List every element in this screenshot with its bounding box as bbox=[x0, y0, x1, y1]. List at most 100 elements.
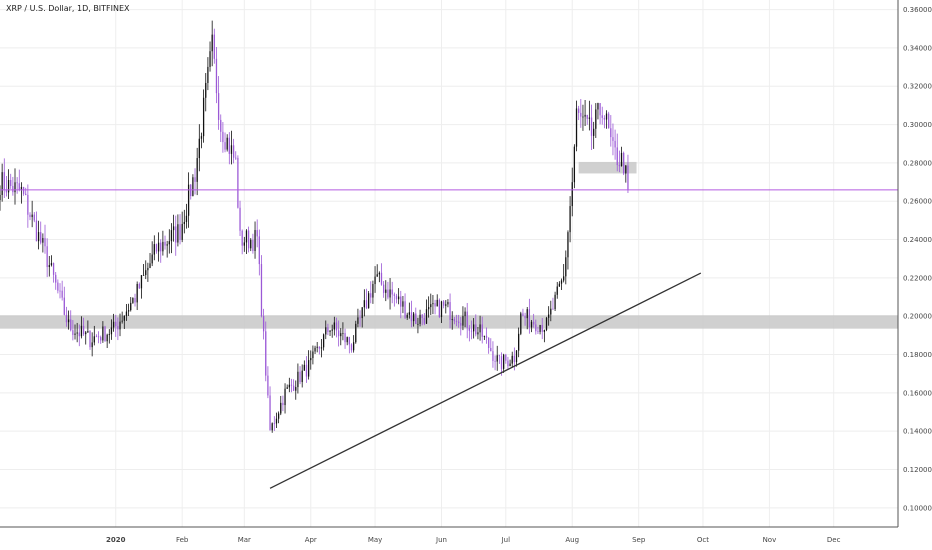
candle-body bbox=[507, 360, 509, 367]
candle-body bbox=[170, 230, 173, 242]
candle-body bbox=[61, 290, 63, 298]
y-tick-label: 0.34000 bbox=[903, 44, 932, 52]
candle-body bbox=[382, 284, 385, 293]
candle-body bbox=[423, 318, 425, 324]
price-axis-background bbox=[899, 0, 932, 527]
candle-body bbox=[50, 263, 53, 266]
candle-body bbox=[93, 336, 95, 343]
candle-body bbox=[74, 333, 76, 335]
candle-body bbox=[417, 323, 419, 325]
candle-body bbox=[151, 254, 153, 264]
candle-body bbox=[488, 337, 490, 348]
candle-body bbox=[138, 283, 140, 289]
candle-body bbox=[458, 321, 460, 324]
candle-body bbox=[18, 183, 20, 190]
candle-body bbox=[595, 109, 597, 129]
candle-body bbox=[70, 319, 72, 331]
candle-body bbox=[337, 330, 340, 337]
x-tick-label: Mar bbox=[238, 536, 251, 544]
candle-body bbox=[582, 116, 584, 118]
candle-body bbox=[119, 321, 121, 330]
candle-body bbox=[55, 274, 57, 283]
candle-body bbox=[29, 214, 31, 218]
candle-body bbox=[316, 346, 318, 348]
candle-body bbox=[269, 395, 271, 431]
candle-body bbox=[513, 355, 516, 363]
candle-body bbox=[569, 206, 571, 233]
candle-body bbox=[395, 295, 398, 300]
candle-body bbox=[528, 309, 531, 328]
candle-body bbox=[614, 140, 616, 148]
candle-body bbox=[160, 242, 162, 252]
candle-body bbox=[301, 370, 303, 383]
candle-body bbox=[35, 220, 38, 242]
candle-body bbox=[100, 337, 102, 341]
candle-body bbox=[475, 324, 477, 335]
x-tick-label: Sep bbox=[632, 536, 646, 544]
candle-body bbox=[541, 325, 543, 332]
candle-body bbox=[548, 314, 550, 318]
candle-body bbox=[258, 236, 260, 265]
candle-body bbox=[232, 145, 235, 158]
candle-body bbox=[108, 334, 110, 336]
candle-body bbox=[500, 356, 503, 369]
candle-body bbox=[470, 330, 473, 332]
candle-body bbox=[46, 246, 48, 268]
candle-body bbox=[320, 347, 323, 349]
candle-body bbox=[226, 137, 228, 150]
trendline bbox=[269, 272, 702, 489]
y-tick-label: 0.22000 bbox=[903, 274, 932, 282]
candle-body bbox=[391, 289, 393, 295]
candle-body bbox=[202, 97, 205, 137]
candle-body bbox=[537, 331, 539, 332]
candle-body bbox=[618, 165, 621, 167]
candle-body bbox=[145, 270, 147, 276]
candle-body bbox=[162, 241, 164, 252]
candle-body bbox=[14, 182, 16, 193]
candle-body bbox=[593, 128, 595, 136]
y-tick-label: 0.26000 bbox=[903, 198, 932, 206]
candle-body bbox=[473, 324, 475, 332]
candle-body bbox=[533, 321, 535, 325]
candle-body bbox=[620, 152, 623, 167]
candle-body bbox=[37, 232, 40, 242]
candle-body bbox=[192, 177, 194, 197]
symbol-title: XRP / U.S. Dollar, 1D, BITFINEX bbox=[6, 4, 130, 13]
candle-body bbox=[134, 298, 136, 303]
candle-body bbox=[449, 302, 451, 320]
candle-body bbox=[327, 327, 329, 332]
x-tick-label: Aug bbox=[565, 536, 579, 544]
candle-body bbox=[252, 239, 254, 251]
candle-body bbox=[627, 165, 629, 190]
candle-body bbox=[380, 272, 383, 285]
candle-body bbox=[543, 329, 546, 332]
candle-body bbox=[421, 314, 423, 319]
candle-body bbox=[59, 290, 61, 292]
candle-body bbox=[314, 347, 316, 352]
candle-body bbox=[462, 316, 464, 326]
candle-body bbox=[198, 138, 200, 159]
candle-body bbox=[445, 304, 447, 306]
candle-body bbox=[207, 66, 209, 83]
candle-body bbox=[172, 226, 175, 231]
x-tick-label: Nov bbox=[763, 536, 777, 544]
candle-body bbox=[288, 384, 290, 388]
candle-body bbox=[623, 152, 625, 174]
candle-body bbox=[275, 418, 278, 424]
candle-body bbox=[20, 186, 23, 190]
candle-body bbox=[215, 58, 218, 94]
candle-body bbox=[273, 423, 275, 425]
candle-body bbox=[526, 309, 528, 319]
candle-body bbox=[121, 320, 123, 322]
candle-body bbox=[483, 335, 486, 337]
candle-body bbox=[33, 214, 35, 221]
candle-body bbox=[389, 289, 391, 298]
candle-body bbox=[130, 302, 132, 311]
candle-body bbox=[453, 318, 456, 322]
candle-body bbox=[419, 314, 421, 324]
candle-body bbox=[25, 193, 27, 195]
y-tick-label: 0.20000 bbox=[903, 313, 932, 321]
candle-body bbox=[89, 331, 91, 348]
